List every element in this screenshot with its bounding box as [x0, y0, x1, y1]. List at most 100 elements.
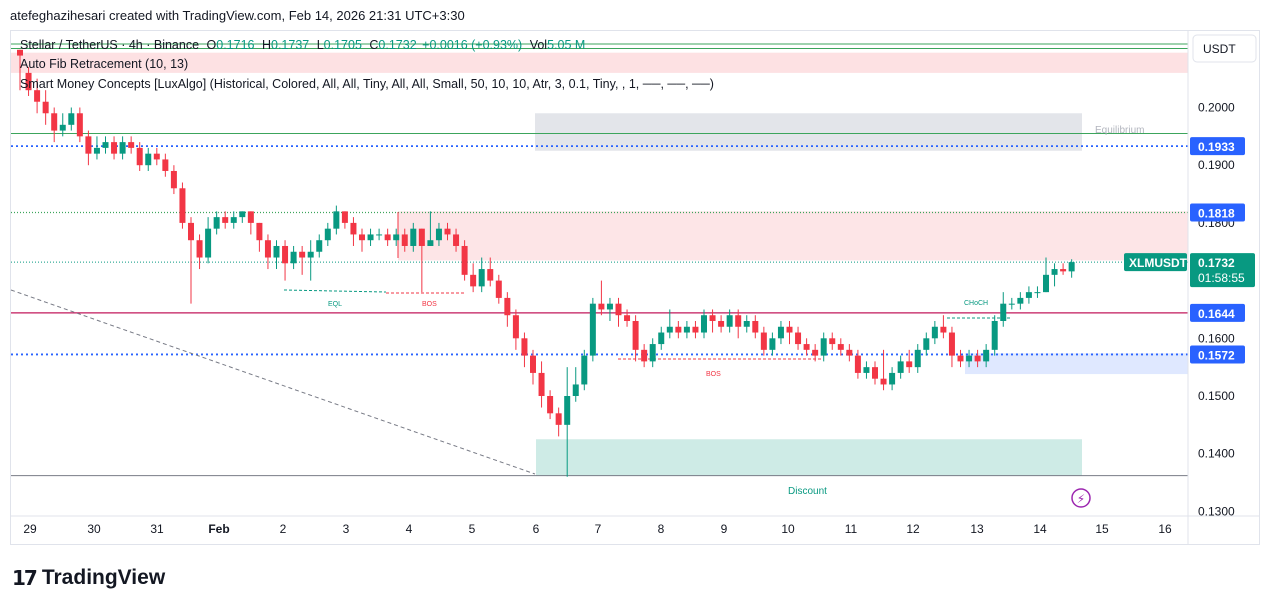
bos-label-2: BOS [706, 371, 721, 378]
candle-up [410, 228, 417, 246]
candle-up [983, 349, 990, 362]
candle-down [555, 413, 562, 425]
legend-indicator-fib[interactable]: Auto Fib Retracement (10, 13) [20, 57, 189, 71]
candle-down [504, 297, 511, 316]
candle-down [51, 113, 58, 131]
candle-down [521, 338, 528, 356]
time-tick: 15 [1095, 522, 1109, 536]
candle-up [205, 228, 212, 258]
price-badge [1190, 137, 1245, 156]
price-badge-label: 0.1644 [1198, 307, 1235, 321]
candle-down [153, 153, 160, 160]
candle-down [948, 332, 955, 356]
candle-down [624, 315, 631, 321]
time-tick: 29 [23, 522, 37, 536]
candle-down [179, 188, 186, 223]
price-badge [1190, 345, 1245, 364]
candle-up [239, 211, 246, 218]
candle-down [846, 349, 853, 356]
candle-down [512, 315, 519, 339]
eql-label: EQL [328, 301, 342, 308]
price-tick: 0.1300 [1198, 504, 1235, 518]
candlestick-series [17, 49, 1075, 477]
candle-up [393, 234, 400, 241]
candle-up [1043, 274, 1049, 293]
candle-up [376, 234, 383, 236]
candle-up [367, 234, 374, 241]
candle-up [701, 315, 707, 333]
horizontal-levels [11, 43, 1188, 477]
candle-down [615, 303, 622, 316]
candle-up [572, 384, 579, 396]
time-tick: 10 [781, 522, 795, 536]
lightning-icon-glyph: ⚡ [1077, 492, 1085, 506]
top-supply-zone [11, 52, 1188, 73]
candle-up [1008, 303, 1015, 305]
time-tick: 7 [595, 522, 602, 536]
candle-down [299, 251, 306, 258]
candle-down [495, 280, 502, 298]
candle-down [837, 344, 844, 350]
candle-down [803, 344, 810, 350]
choch-label: CHoCH [964, 300, 988, 307]
candle-up [931, 326, 938, 339]
candle-down [538, 372, 545, 396]
smc-zones [11, 52, 1188, 476]
legend-indicator-smc[interactable]: Smart Money Concepts [LuxAlgo] (Historic… [20, 77, 714, 91]
candle-up [1051, 269, 1058, 275]
high-label: H [261, 38, 271, 52]
candle-down [196, 240, 203, 258]
candle-up [316, 240, 323, 252]
change-value: +0.0016 (+0.93%) [422, 38, 523, 52]
candle-down [42, 101, 49, 114]
candle-up [68, 113, 75, 125]
low-label: L [316, 38, 324, 52]
candle-down [872, 367, 878, 379]
candle-up [435, 228, 442, 241]
chart-frame[interactable] [10, 30, 1260, 545]
candle-down [487, 269, 494, 281]
candle-down [786, 326, 793, 333]
legend-row-symbol[interactable]: Stellar / TetherUS · 4h · Binance O0.171… [20, 38, 585, 52]
equilibrium-label: Equilibrium [1095, 125, 1144, 136]
premium-zone [398, 211, 1188, 261]
candle-down [598, 303, 605, 310]
candle-down [906, 361, 913, 368]
candle-up [1025, 292, 1032, 298]
last-price-label: 0.1732 [1198, 256, 1235, 270]
candle-down [709, 315, 716, 321]
symbol-description[interactable]: Stellar / TetherUS · 4h · Binance [20, 38, 200, 52]
time-tick: 31 [150, 522, 164, 536]
price-tick: 0.2000 [1198, 101, 1235, 115]
high-value: 0.1737 [271, 38, 310, 52]
lightning-icon [1071, 488, 1091, 508]
candle-up [324, 228, 331, 241]
candle-up [93, 147, 100, 154]
tradingview-wordmark: TradingView [41, 566, 166, 589]
candle-up [649, 344, 656, 362]
candle-down [675, 326, 682, 333]
candle-up [427, 240, 434, 246]
candle-up [1068, 262, 1075, 272]
candle-up [102, 142, 109, 148]
candle-down [222, 217, 229, 223]
market-structure-lines [10, 212, 1012, 475]
candle-down [188, 222, 194, 241]
currency-label: USDT [1203, 42, 1236, 56]
time-tick: 9 [721, 522, 728, 536]
candle-up [683, 326, 690, 333]
candle-up [923, 338, 930, 350]
candle-down [880, 378, 887, 385]
eql-line [283, 289, 387, 293]
candle-down [162, 159, 169, 171]
symbol-badge [1124, 253, 1187, 272]
time-tick: 8 [658, 522, 665, 536]
tradingview-logo[interactable]: 17 TradingView [12, 566, 165, 590]
candle-up [213, 217, 220, 229]
symbol-badge-label: XLMUSDT [1129, 256, 1188, 270]
candle-down [632, 320, 639, 350]
open-label: O [206, 38, 217, 52]
candle-down [752, 320, 759, 333]
currency-button [1192, 34, 1257, 63]
